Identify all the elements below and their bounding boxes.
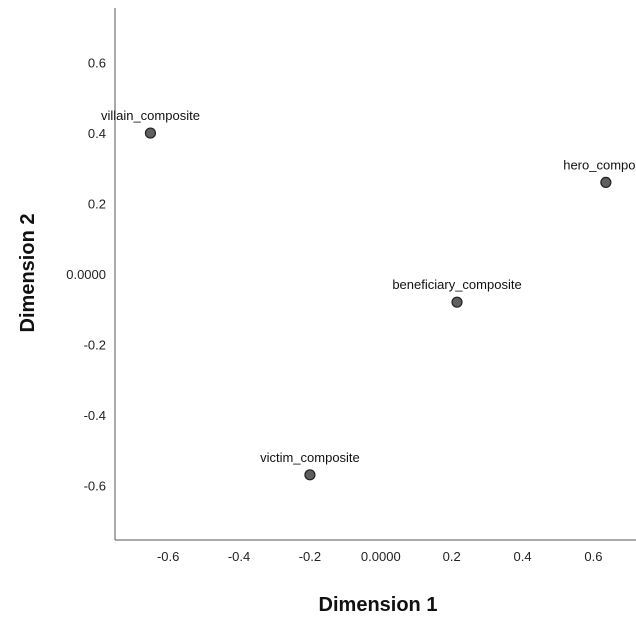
y-tick-label: -0.2	[84, 337, 106, 352]
x-tick-label: -0.6	[157, 549, 179, 564]
data-point-labels: villain_composite hero_composit beneficiar…	[101, 108, 636, 465]
scatter-point-label: victim_composite	[260, 450, 360, 465]
x-tick-label: 0.0000	[361, 549, 401, 564]
y-tick-label: 0.0000	[66, 267, 106, 282]
x-tick-label: -0.4	[228, 549, 250, 564]
scatter-point	[304, 469, 316, 481]
y-axis-title: Dimension 2	[17, 214, 39, 333]
axes	[114, 8, 636, 541]
data-points	[144, 127, 612, 481]
x-tick-label: 0.6	[584, 549, 602, 564]
x-tick-label: 0.2	[443, 549, 461, 564]
x-tick-label: -0.2	[299, 549, 321, 564]
y-tick-label: 0.4	[88, 126, 106, 141]
y-tick-label: 0.2	[88, 197, 106, 212]
scatter-point	[451, 296, 463, 308]
scatter-point-label: beneficiary_composite	[392, 277, 521, 292]
scatter-point	[144, 127, 157, 139]
x-tick-label: 0.4	[514, 549, 532, 564]
x-axis-title: Dimension 1	[319, 594, 438, 616]
y-tick-label: 0.6	[88, 56, 106, 71]
y-tick-label: -0.6	[84, 478, 106, 493]
y-tick-label: -0.4	[84, 408, 106, 423]
scatter-point	[600, 176, 612, 188]
x-axis-ticks: -0.6 -0.4 -0.2 0.0000 0.2 0.4 0.6	[157, 549, 603, 564]
y-axis-ticks: 0.6 0.4 0.2 0.0000 -0.2 -0.4 -0.6	[66, 56, 106, 494]
scatter-point-label: villain_composite	[101, 108, 200, 123]
scatter-point-label: hero_composit	[563, 157, 636, 172]
